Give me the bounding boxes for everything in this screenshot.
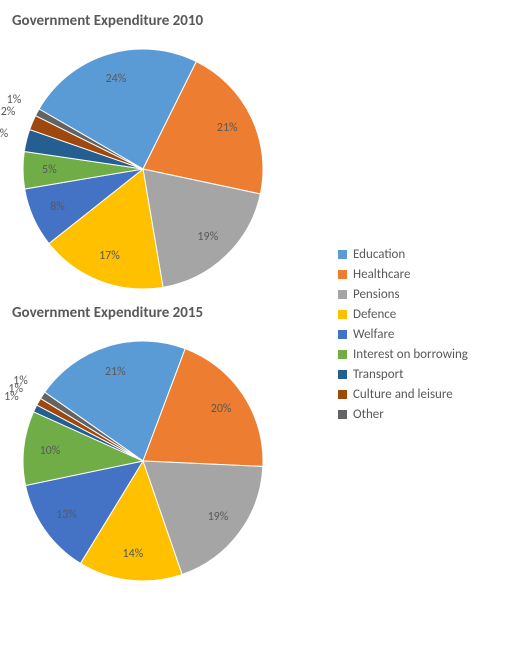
- legend-swatch: [338, 290, 347, 299]
- legend-label: Culture and leisure: [353, 387, 453, 402]
- legend-label: Education: [353, 247, 405, 262]
- legend-swatch: [338, 390, 347, 399]
- slice-label: 2%: [1, 105, 16, 119]
- legend-label: Healthcare: [353, 267, 410, 282]
- slice-label: 13%: [56, 508, 77, 522]
- legend-label: Defence: [353, 307, 396, 322]
- legend-item: Pensions: [338, 287, 508, 302]
- slice-label: 21%: [217, 121, 238, 135]
- legend-swatch: [338, 330, 347, 339]
- slice-label: 14%: [123, 547, 144, 561]
- legend-item: Culture and leisure: [338, 387, 508, 402]
- legend-swatch: [338, 250, 347, 259]
- slice-label: 3%: [0, 127, 8, 141]
- legend-item: Interest on borrowing: [338, 347, 508, 362]
- pie-wrap: 21%20%19%14%13%10%1%1%1%: [8, 326, 278, 596]
- legend-swatch: [338, 370, 347, 379]
- legend-label: Interest on borrowing: [353, 347, 468, 362]
- slice-label: 19%: [197, 230, 218, 244]
- legend-swatch: [338, 310, 347, 319]
- chart-title: Government Expenditure 2010: [12, 12, 502, 30]
- slice-label: 20%: [211, 402, 232, 416]
- slice-label: 24%: [106, 72, 127, 86]
- legend-label: Welfare: [353, 327, 394, 342]
- legend-swatch: [338, 350, 347, 359]
- slice-label: 1%: [13, 374, 28, 388]
- slice-label: 19%: [208, 510, 229, 524]
- slice-label: 1%: [7, 93, 22, 107]
- legend-item: Other: [338, 407, 508, 422]
- slice-label: 17%: [99, 249, 120, 263]
- slice-label: 8%: [50, 200, 65, 214]
- figure-root: Government Expenditure 2010 24% 21% 19% 17% 8…: [8, 12, 502, 596]
- slice-label: 5%: [42, 163, 57, 177]
- legend-label: Other: [353, 407, 384, 422]
- pie-wrap: 24%21%19%17%8%5%3%2%1%: [8, 34, 278, 304]
- legend-label: Transport: [353, 367, 404, 382]
- legend-item: Transport: [338, 367, 508, 382]
- legend-swatch: [338, 410, 347, 419]
- slice-label: 10%: [40, 444, 61, 458]
- legend-label: Pensions: [353, 287, 400, 302]
- legend-item: Education: [338, 247, 508, 262]
- legend-item: Welfare: [338, 327, 508, 342]
- legend-swatch: [338, 270, 347, 279]
- legend: Education Healthcare Pensions Defence Welfar…: [338, 242, 508, 427]
- legend-item: Defence: [338, 307, 508, 322]
- slice-label: 21%: [105, 365, 126, 379]
- legend-item: Healthcare: [338, 267, 508, 282]
